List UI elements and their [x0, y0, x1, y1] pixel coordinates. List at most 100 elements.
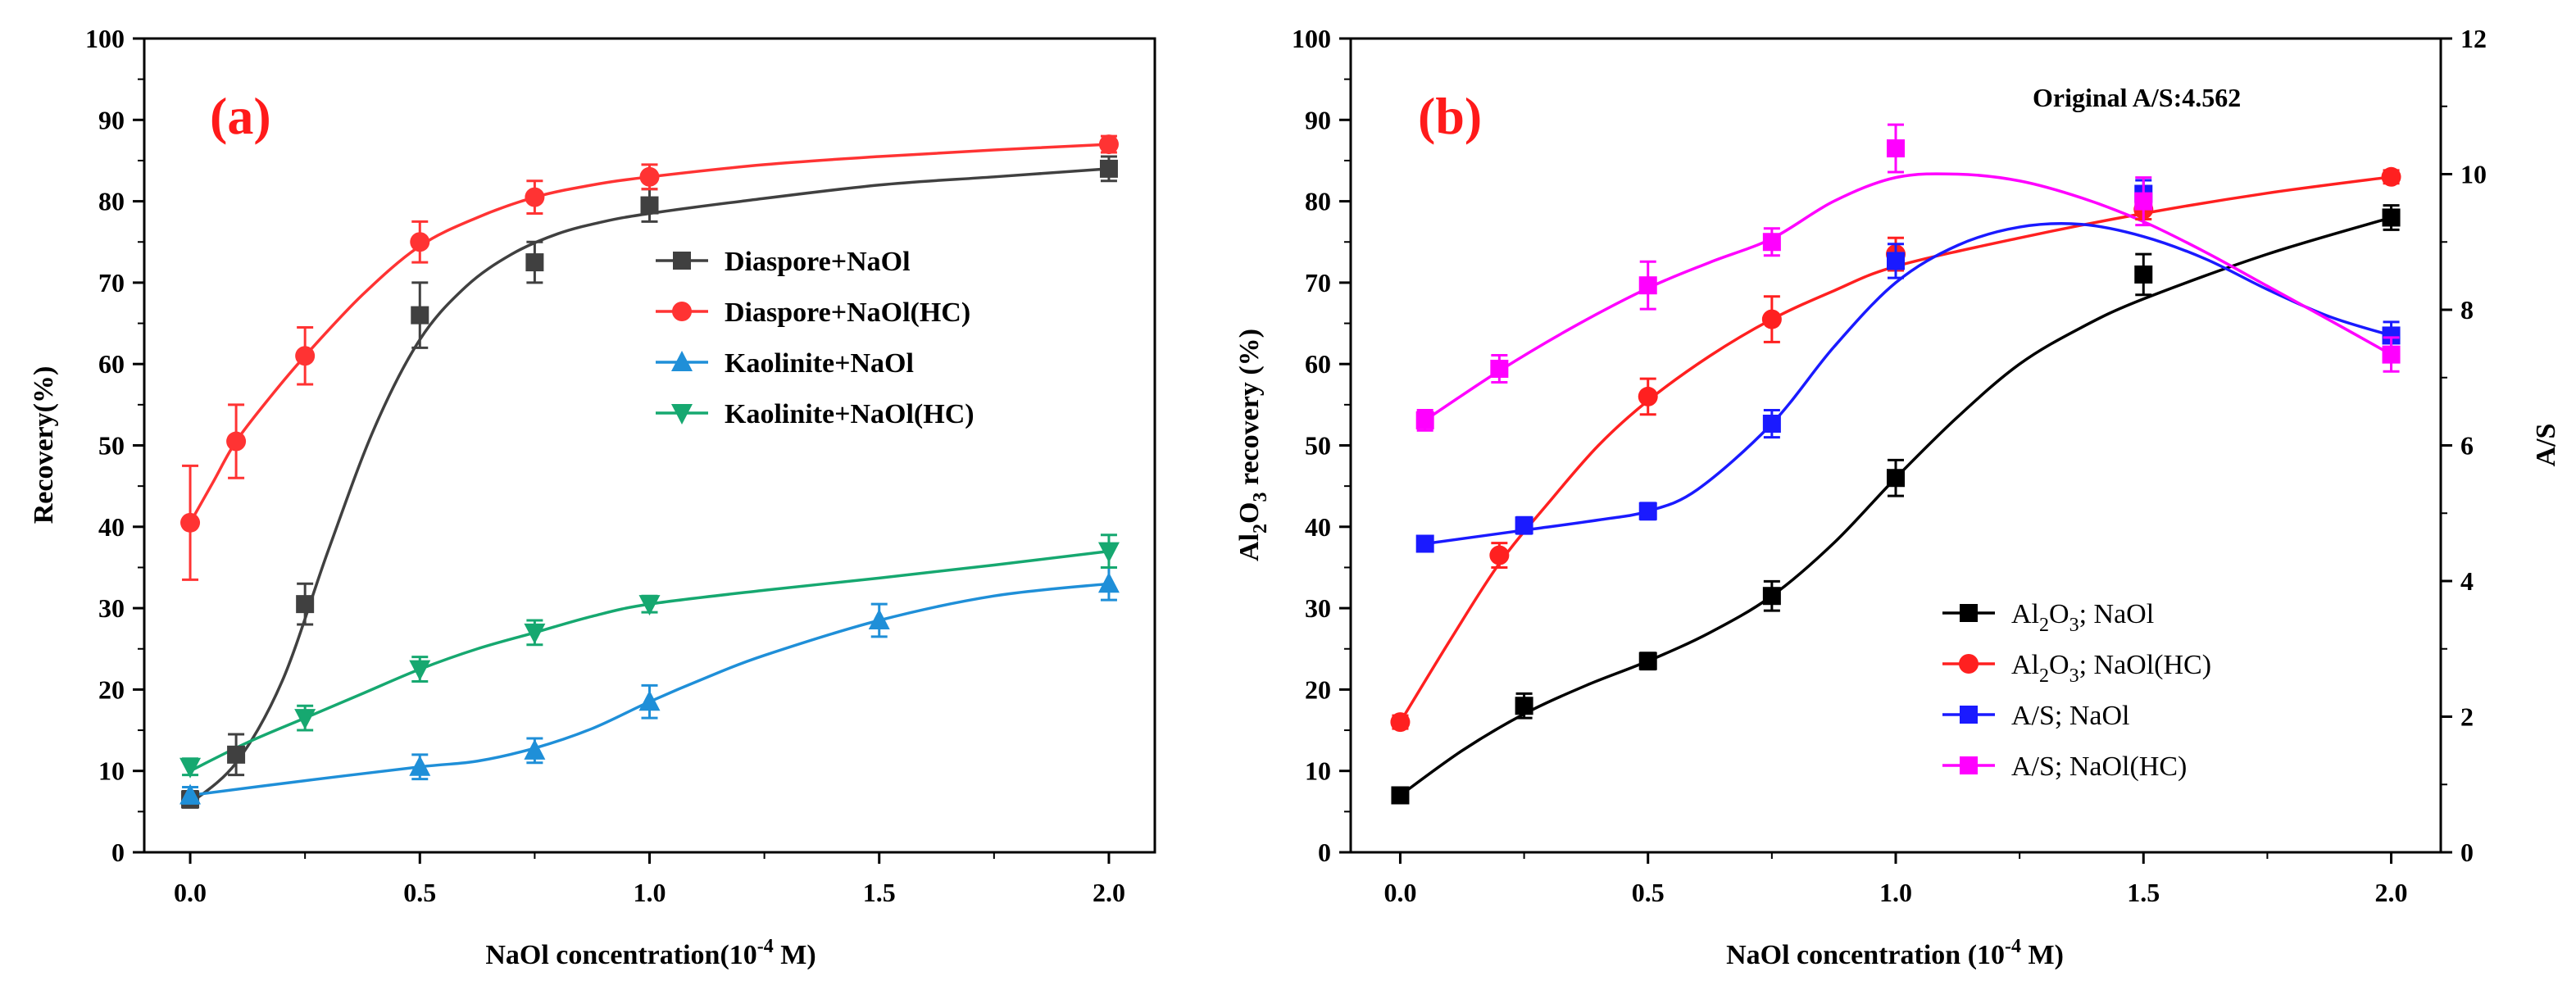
y-tick-label: 10: [98, 756, 125, 786]
data-point-a-1: [410, 232, 430, 252]
y2-tick-label: 4: [2460, 566, 2474, 596]
legend-label-part: Al: [2011, 650, 2039, 680]
y2-tick-label: 6: [2460, 431, 2474, 461]
y-axis-title-b-suffix: recovery (%): [1234, 329, 1265, 492]
data-point-b-0: [2134, 265, 2153, 284]
y-tick-label: 20: [98, 674, 125, 704]
data-point-b-1: [1390, 712, 1411, 733]
x-tick-label: 1.0: [634, 878, 666, 907]
data-point-b-1: [1761, 309, 1782, 329]
legend-label-a-1: Diaspore+NaOl(HC): [725, 297, 970, 328]
data-point-b-1: [1489, 545, 1510, 565]
legend-a: Diaspore+NaOl Diaspore+NaOl(HC) Kaolinite+…: [656, 247, 975, 429]
data-point-b-2: [1515, 516, 1533, 535]
legend-label-part: 3: [2069, 665, 2079, 687]
data-point-b-3: [1415, 411, 1434, 429]
data-point-b-3: [1490, 359, 1509, 378]
y-axis-title-b-sub1: 2: [1250, 524, 1271, 534]
data-point-b-0: [1638, 652, 1657, 670]
x-tick-label: 0.5: [1632, 878, 1665, 907]
data-point-a-2: [1097, 572, 1120, 593]
data-point-b-2: [1762, 415, 1781, 434]
data-point-b-0: [1762, 587, 1781, 606]
data-point-b-3: [2134, 192, 2153, 211]
y-tick-label: 80: [1305, 187, 1331, 216]
y2-tick-label: 2: [2460, 702, 2474, 732]
y-tick-label: 90: [1305, 105, 1331, 134]
series-line-a-0: [189, 167, 1110, 805]
legend-marker-a-1: [672, 302, 692, 321]
legend-marker-a-3: [671, 404, 693, 425]
x-tick-label: 1.0: [1879, 878, 1912, 907]
x-tick-label: 0.5: [403, 878, 436, 907]
x-tick-label: 1.5: [2127, 878, 2160, 907]
data-point-a-1: [525, 187, 545, 207]
y-tick-label: 40: [1305, 512, 1331, 542]
y-tick-label: 90: [98, 105, 125, 134]
x-axis-title-a-exp: -4: [757, 936, 774, 957]
panel-a: 0.0 0.5 1.0 1.5 2.0 0 10 20 30 40 50 60 70 80 90 100 (…: [29, 24, 1156, 970]
series-line-b-3: [1424, 172, 2392, 422]
x-axis-title-a-suffix: M): [774, 940, 816, 970]
y-tick-label: 30: [1305, 593, 1331, 623]
x-tick-label: 2.0: [2375, 878, 2408, 907]
y-tick-label: 0: [111, 838, 125, 867]
y-axis-title-b-sub2: 3: [1250, 493, 1271, 502]
y-tick-label: 70: [1305, 268, 1331, 297]
data-point-a-2: [524, 738, 546, 760]
series-line-b-0: [1399, 216, 2392, 797]
data-point-b-1: [2381, 166, 2401, 187]
series-line-b-2: [1424, 222, 2392, 546]
legend-marker-a-0: [673, 252, 691, 270]
data-point-b-2: [1638, 502, 1657, 520]
y2-tick-label: 10: [2460, 160, 2487, 189]
data-point-b-3: [1887, 139, 1905, 158]
data-point-a-0: [296, 595, 315, 614]
y-tick-label: 60: [1305, 349, 1331, 379]
plot-frame-a: [143, 37, 1156, 854]
legend-label-a-3: Kaolinite+NaOl(HC): [725, 399, 975, 429]
data-point-a-0: [411, 306, 429, 325]
data-point-b-2: [2382, 326, 2401, 345]
x-tick-label: 0.0: [174, 878, 207, 907]
data-point-a-0: [640, 196, 659, 215]
y-axis-title-b-o: O: [1234, 502, 1265, 524]
data-point-a-0: [525, 253, 544, 272]
y-tick-label: 100: [1292, 24, 1331, 53]
legend-label-part: O: [2049, 599, 2069, 629]
data-point-a-3: [524, 623, 546, 644]
y-tick-label: 70: [98, 268, 125, 297]
data-point-b-3: [1638, 276, 1657, 295]
x-axis-title-a: NaOl concentration(10-4 M): [485, 936, 816, 970]
y-tick-label: 80: [98, 187, 125, 216]
legend-label-a-2: Kaolinite+NaOl: [725, 348, 914, 379]
y-tick-label: 40: [98, 512, 125, 542]
legend-label-a-0: Diaspore+NaOl: [725, 247, 911, 277]
data-point-a-3: [1097, 542, 1120, 563]
legend-label-b-1: Al2O3; NaOl(HC): [2011, 650, 2211, 687]
data-point-a-0: [227, 745, 246, 764]
data-point-a-1: [180, 512, 201, 533]
legend-label-part: 3: [2069, 615, 2079, 636]
data-point-a-3: [409, 660, 431, 681]
legend-marker-b-1: [1959, 654, 1979, 674]
data-point-a-1: [1098, 134, 1119, 155]
data-point-b-2: [1415, 534, 1434, 553]
data-point-a-1: [295, 346, 316, 366]
data-point-b-0: [1515, 697, 1533, 715]
legend-label-part: 2: [2039, 665, 2049, 687]
panel-b: 0.0 0.5 1.0 1.5 2.0 0 10 20 30 40 50 60 70 80 90 100 0…: [1234, 24, 2561, 970]
data-point-b-0: [1391, 786, 1410, 805]
y-tick-label: 60: [98, 349, 125, 379]
legend-marker-b-3: [1960, 756, 1978, 774]
legend-label-part: O: [2049, 650, 2069, 680]
data-point-a-2: [409, 755, 431, 776]
y-tick-label: 20: [1305, 674, 1331, 704]
data-point-b-1: [1638, 386, 1658, 406]
x-axis-title-b-exp: -4: [2005, 936, 2021, 957]
legend-label-b-0: Al2O3; NaOl: [2011, 599, 2154, 636]
y-axis-title-b: Al2O3 recovery (%): [1234, 329, 1271, 561]
legend-label-b-2: A/S; NaOl: [2011, 701, 2130, 731]
annotation-original-as: Original A/S:4.562: [2033, 83, 2241, 112]
